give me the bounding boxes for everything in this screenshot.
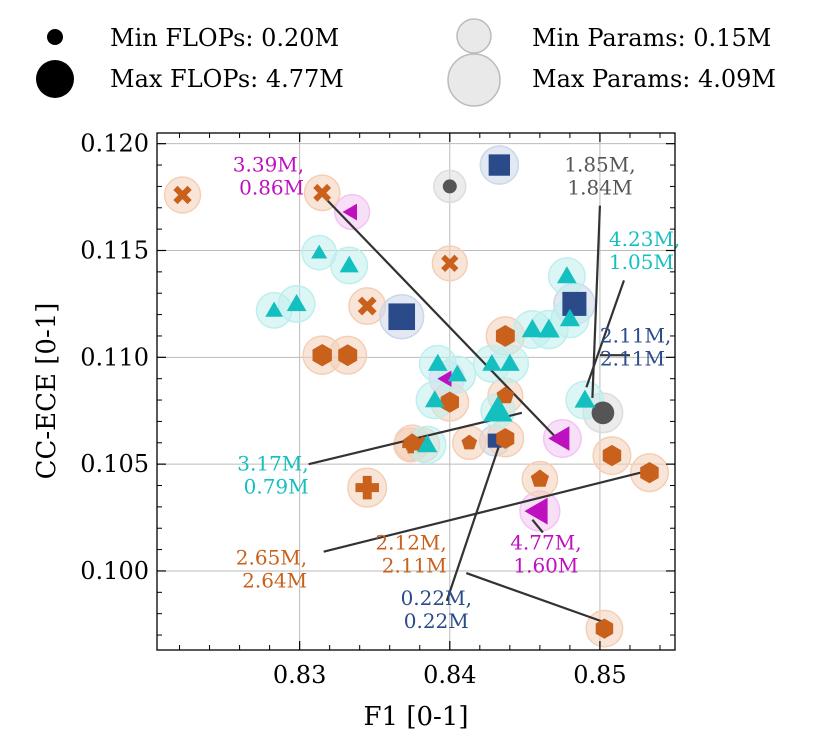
triangle-marker xyxy=(286,294,307,312)
annotation-label: 0.22M xyxy=(404,609,469,633)
hexagon-marker xyxy=(338,344,358,367)
triangle-marker xyxy=(557,266,577,284)
x-marker xyxy=(313,183,332,202)
annotation-leader-line xyxy=(321,194,556,438)
circle-marker xyxy=(591,401,615,425)
annotation-leader-line xyxy=(585,280,625,388)
hexagon-marker xyxy=(440,391,459,413)
legend: Min FLOPs: 0.20M Max FLOPs: 4.77M Min Pa… xyxy=(36,18,776,107)
annotation-label: 1.60M xyxy=(513,554,578,578)
square-marker xyxy=(562,291,587,316)
tri-left-marker xyxy=(524,497,548,525)
x-tick-label: 0.83 xyxy=(273,661,326,689)
tri-left-marker xyxy=(437,370,452,387)
annotation-label: 0.79M xyxy=(244,475,309,499)
annotation-label: 3.39M, xyxy=(233,152,304,176)
annotation-leader-line xyxy=(445,444,501,602)
axis-ticks: 0.83 0.84 0.85 0.100 0.105 0.110 0.115 0.120 xyxy=(80,130,675,689)
x-marker xyxy=(357,296,377,316)
hexagon-marker xyxy=(602,444,622,467)
annotation-label: 2.12M, xyxy=(375,531,446,555)
triangle-marker xyxy=(447,364,467,382)
annotation-leader-line xyxy=(531,518,544,534)
y-tick-label: 0.100 xyxy=(80,557,149,585)
x-marker xyxy=(441,254,459,272)
legend-label-min-flops: Min FLOPs: 0.20M xyxy=(110,24,339,52)
legend-marker-min-params xyxy=(456,18,492,54)
annotation-leader-line xyxy=(465,572,605,624)
annotation-label: 0.86M xyxy=(239,175,304,199)
hexagon-marker xyxy=(495,325,515,347)
triangle-marker xyxy=(482,354,502,371)
hexagon-marker xyxy=(496,428,515,449)
triangle-marker xyxy=(574,389,596,408)
circle-marker xyxy=(442,179,457,194)
annotation-label: 1.05M xyxy=(609,250,674,274)
triangle-marker xyxy=(417,434,438,453)
y-tick-label: 0.110 xyxy=(80,343,149,371)
pentagon-marker xyxy=(530,469,549,487)
x-tick-label: 0.84 xyxy=(423,661,476,689)
y-tick-label: 0.105 xyxy=(80,450,149,478)
triangle-marker xyxy=(521,318,543,338)
y-tick-label: 0.120 xyxy=(80,130,149,158)
annotation-label: 2.65M, xyxy=(236,546,307,570)
legend-marker-max-params xyxy=(447,53,501,107)
x-axis-label: F1 [0-1] xyxy=(363,702,468,732)
pentagon-marker xyxy=(496,386,515,404)
tri-left-marker xyxy=(342,203,357,221)
annotation-label: 2.11M, xyxy=(600,323,671,347)
annotation-leader-line xyxy=(323,471,641,553)
tri-left-marker xyxy=(548,426,570,451)
annotation-labels: 3.39M,0.86M1.85M,1.84M4.23M,1.05M2.11M,2… xyxy=(233,152,681,633)
square-marker xyxy=(488,154,511,176)
hexagon-marker xyxy=(640,462,659,484)
annotation-label: 4.23M, xyxy=(609,227,680,251)
annotation-label: 3.17M, xyxy=(237,452,308,476)
plot-frame xyxy=(156,132,676,651)
triangle-marker xyxy=(483,395,513,422)
legend-label-min-params: Min Params: 0.15M xyxy=(532,24,771,52)
pentagon-marker xyxy=(461,434,478,450)
annotation-label: 1.84M xyxy=(567,175,632,199)
legend-marker-min-flops xyxy=(47,29,63,45)
triangle-marker xyxy=(427,353,448,371)
legend-label-max-params: Max Params: 4.09M xyxy=(532,65,776,93)
y-axis-label: CC-ECE [0-1] xyxy=(32,303,62,480)
triangle-marker xyxy=(265,301,283,317)
data-markers xyxy=(173,154,659,639)
triangle-marker xyxy=(311,244,328,259)
annotation-label: 2.11M xyxy=(600,346,665,370)
legend-label-max-flops: Max FLOPs: 4.77M xyxy=(110,65,344,93)
triangle-marker xyxy=(559,308,580,327)
triangle-marker xyxy=(500,353,520,371)
annotation-label: 2.64M xyxy=(242,569,307,593)
x-marker xyxy=(173,185,192,205)
hexagon-marker xyxy=(312,344,332,367)
x-tick-label: 0.85 xyxy=(573,661,626,689)
legend-marker-max-flops xyxy=(36,60,74,98)
triangle-marker xyxy=(339,255,359,273)
triangle-marker xyxy=(538,318,560,338)
square-marker xyxy=(388,303,416,331)
annotation-label: 4.77M, xyxy=(510,531,581,555)
triangle-marker xyxy=(424,390,445,408)
hexagon-marker xyxy=(595,618,614,639)
annotation-label: 1.85M, xyxy=(564,152,635,176)
annotation-label: 2.11M xyxy=(382,554,447,578)
annotation-label: 0.22M, xyxy=(401,586,472,610)
y-tick-label: 0.115 xyxy=(80,237,149,265)
plus-marker xyxy=(402,436,420,454)
plus-marker xyxy=(355,475,379,500)
